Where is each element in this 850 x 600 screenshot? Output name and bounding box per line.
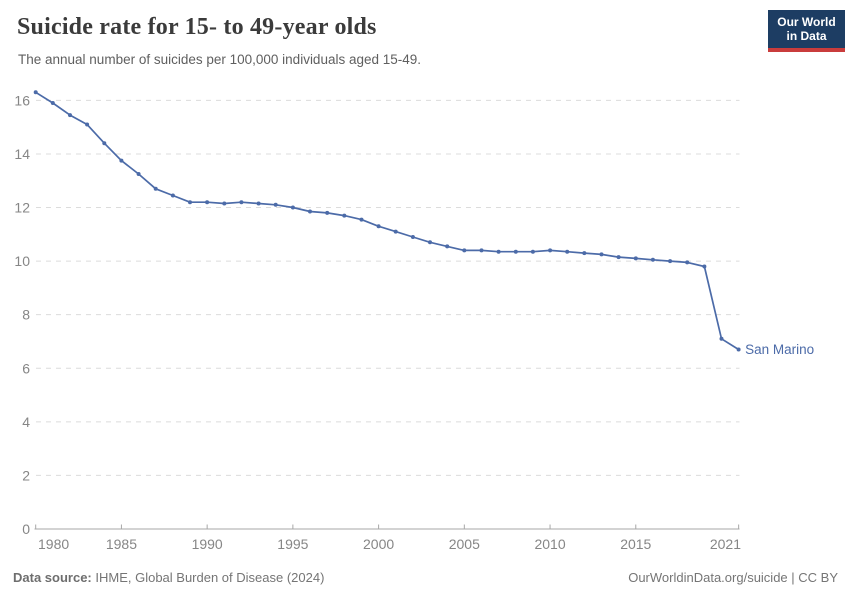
owid-logo[interactable]: Our World in Data: [768, 10, 845, 52]
x-tick-label: 2005: [449, 536, 480, 552]
data-point-2014: [616, 255, 621, 260]
y-tick-label: 2: [22, 467, 30, 483]
data-point-2010: [548, 248, 553, 253]
y-tick-label: 0: [22, 521, 30, 537]
data-point-1981: [50, 101, 55, 105]
data-point-1980: [33, 90, 38, 95]
data-point-1995: [290, 205, 295, 210]
series-line-san-marino: [34, 91, 740, 351]
data-point-2015: [633, 256, 638, 261]
data-point-1996: [308, 209, 312, 214]
data-point-2013: [599, 252, 604, 257]
x-tick-label: 1980: [38, 536, 69, 552]
data-source-label: Data source:: [13, 570, 92, 585]
y-tick-label: 4: [22, 414, 30, 430]
x-tick-label: 1985: [106, 536, 137, 552]
page-title: Suicide rate for 15- to 49-year olds: [17, 14, 377, 40]
data-point-2021: [736, 347, 741, 352]
chart-footer: Data source: IHME, Global Burden of Dise…: [13, 570, 838, 585]
owid-logo-line1: Our World: [777, 15, 836, 29]
data-source-value: IHME, Global Burden of Disease (2024): [91, 570, 325, 585]
data-point-2016: [650, 257, 655, 262]
data-point-2017: [668, 259, 673, 264]
data-point-2005: [462, 248, 467, 253]
data-point-1986: [136, 172, 141, 176]
data-point-1984: [102, 141, 107, 146]
data-point-2018: [685, 260, 690, 265]
x-tick-label: 2021: [710, 536, 741, 552]
data-source-note: Data source: IHME, Global Burden of Dise…: [13, 570, 324, 585]
data-point-2003: [428, 240, 432, 245]
data-point-2012: [582, 251, 587, 256]
data-point-1985: [119, 158, 124, 163]
data-point-2007: [496, 249, 501, 254]
y-tick-label: 12: [14, 200, 30, 216]
data-point-2020: [719, 336, 724, 341]
data-point-1992: [239, 200, 244, 205]
data-point-2006: [479, 248, 484, 253]
x-tick-label: 2015: [620, 536, 651, 552]
data-point-1982: [68, 113, 72, 118]
data-point-1993: [256, 201, 261, 206]
x-tick-label: 2010: [534, 536, 565, 552]
data-point-1989: [188, 200, 192, 205]
y-tick-label: 16: [14, 92, 30, 108]
data-point-1990: [205, 200, 210, 205]
owid-license-link[interactable]: OurWorldinData.org/suicide | CC BY: [628, 570, 838, 585]
data-point-2019: [702, 264, 707, 269]
x-tick-label: 1990: [192, 536, 223, 552]
x-tick-label: 1995: [277, 536, 308, 552]
data-point-2001: [393, 229, 398, 234]
data-point-1988: [170, 193, 175, 198]
data-point-2011: [565, 249, 570, 254]
data-point-2008: [513, 249, 518, 254]
data-point-1994: [273, 202, 278, 207]
data-point-1998: [342, 213, 347, 218]
y-tick-label: 10: [14, 253, 30, 269]
data-point-1991: [222, 201, 227, 206]
data-point-1987: [153, 186, 158, 191]
data-point-2002: [410, 235, 415, 239]
data-point-2000: [376, 224, 381, 229]
data-point-2004: [445, 244, 450, 249]
y-tick-label: 14: [14, 146, 30, 162]
chart-subtitle: The annual number of suicides per 100,00…: [18, 52, 422, 67]
data-point-1999: [359, 217, 364, 222]
data-point-2009: [530, 249, 535, 254]
data-point-1983: [85, 122, 90, 127]
y-tick-label: 6: [22, 360, 30, 376]
data-point-1997: [325, 210, 330, 215]
x-tick-label: 2000: [363, 536, 394, 552]
y-tick-label: 8: [22, 307, 30, 323]
entity-label-san-marino[interactable]: San Marino: [745, 342, 814, 357]
line-chart-canvas: 0 2 4 6 8 10 12 14 16 1980 1985 1990 1995 2000 2005 201…: [14, 90, 814, 552]
owid-logo-line2: in Data: [786, 29, 827, 43]
